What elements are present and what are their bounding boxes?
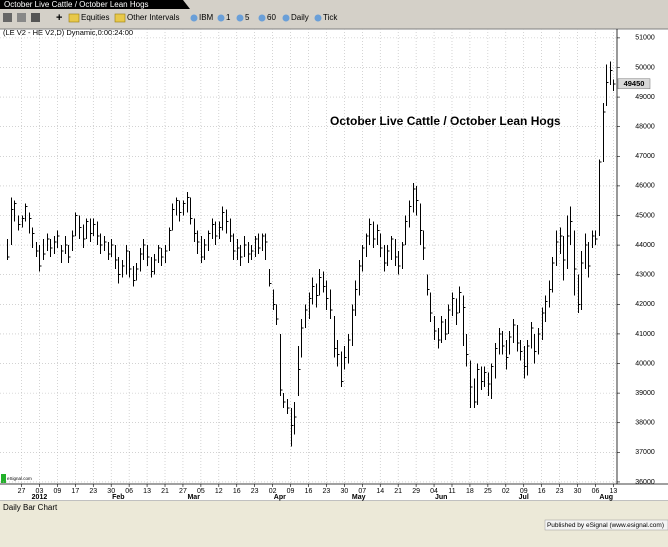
month-label: Jul (519, 494, 529, 501)
y-tick-label: 39000 (635, 390, 655, 397)
x-tick-label: 14 (376, 488, 384, 495)
icon: + (56, 12, 62, 24)
toolbar-item[interactable]: 1 (226, 13, 231, 22)
y-tick-label: 49000 (635, 94, 655, 101)
x-tick-label: 13 (143, 488, 151, 495)
icon (17, 13, 26, 22)
folder-icon (68, 13, 80, 23)
x-tick-label: 09 (53, 488, 61, 495)
y-tick-label: 48000 (635, 124, 655, 131)
logo (1, 474, 6, 483)
y-tick-label: 45000 (635, 212, 655, 219)
toolbar-item[interactable]: 60 (267, 13, 276, 22)
y-tick-label: 44000 (635, 242, 655, 249)
footer-label: Daily Bar Chart (3, 503, 58, 512)
x-tick-label: 09 (520, 488, 528, 495)
x-tick-label: 16 (233, 488, 241, 495)
month-label: Feb (112, 494, 124, 501)
x-tick-label: 30 (574, 488, 582, 495)
icon (258, 14, 266, 22)
x-tick-label: 09 (287, 488, 295, 495)
icon (31, 13, 40, 22)
x-tick-label: 07 (358, 488, 366, 495)
y-tick-label: 43000 (635, 272, 655, 279)
x-tick-label: 23 (251, 488, 259, 495)
x-tick-label: 05 (197, 488, 205, 495)
month-label: 2012 (32, 494, 48, 501)
y-tick-label: 41000 (635, 331, 655, 338)
icon (282, 14, 290, 22)
publisher-box (544, 519, 668, 531)
chart-title: October Live Cattle / October Lean Hogs (330, 114, 561, 128)
x-tick-label: 11 (448, 488, 455, 495)
month-label: May (352, 494, 366, 501)
y-tick-label: 36000 (635, 479, 655, 486)
icon (3, 13, 12, 22)
icon (190, 14, 198, 22)
toolbar-icons: + (3, 12, 322, 24)
plot: 36000 37000 38000 39000 40000 41000 42000 43000… (0, 29, 655, 501)
x-tick-label: 21 (394, 488, 402, 495)
x-tick-label: 06 (125, 488, 133, 495)
y-tick-label: 50000 (635, 64, 655, 71)
month-label: Jun (435, 494, 447, 501)
x-tick-label: 29 (412, 488, 420, 495)
x-tick-label: 23 (556, 488, 564, 495)
toolbar-item[interactable]: IBM (199, 13, 214, 22)
x-tick-label: 13 (610, 488, 618, 495)
x-tick-label: 03 (36, 488, 44, 495)
x-tick-label: 02 (269, 488, 277, 495)
y-tick-label: 38000 (635, 420, 655, 427)
x-tick-label: 12 (215, 488, 223, 495)
x-tick-label: 04 (430, 488, 438, 495)
icon (236, 14, 244, 22)
x-tick-label: 27 (18, 488, 26, 495)
x-tick-label: 16 (538, 488, 546, 495)
y-tick-label: 42000 (635, 301, 655, 308)
y-tick-label: 40000 (635, 360, 655, 367)
x-tick-label: 27 (179, 488, 187, 495)
x-tick-label: 30 (107, 488, 115, 495)
x-tick-label: 23 (89, 488, 97, 495)
x-tick-label: 18 (466, 488, 474, 495)
publisher: Published by eSignal (www.esignal.com) (547, 522, 664, 529)
y-tick-label: 46000 (635, 183, 655, 190)
price-label: 49450 (624, 79, 645, 88)
toolbar-item[interactable]: Equities (81, 13, 109, 22)
x-tick-label: 30 (340, 488, 348, 495)
icon (314, 14, 322, 22)
x-tick-label: 16 (305, 488, 313, 495)
toolbar-item[interactable]: Tick (323, 13, 338, 22)
window-tab (0, 0, 190, 9)
watermark: eSignal.com (7, 476, 32, 481)
toolbar-item[interactable]: Other Intervals (127, 13, 179, 22)
month-label: Aug (599, 494, 613, 501)
x-tick-label: 25 (484, 488, 492, 495)
folder-icon (114, 13, 126, 23)
x-tick-label: 06 (592, 488, 600, 495)
x-tick-label: 02 (502, 488, 510, 495)
x-tick-label: 23 (323, 488, 331, 495)
month-label: Mar (187, 494, 200, 501)
month-label: Apr (274, 494, 286, 501)
price-marker (617, 78, 651, 90)
x-tick-label: 17 (71, 488, 79, 495)
symbol-label: (LE V2 - HE V2,D) Dynamic,0:00:24:00 (3, 28, 133, 37)
y-tick-label: 37000 (635, 449, 655, 456)
toolbar-item[interactable]: 5 (245, 13, 250, 22)
window-tab-title: October Live Cattle / October Lean Hogs (4, 0, 149, 9)
toolbar-item[interactable]: Daily (291, 13, 309, 22)
y-tick-label: 51000 (635, 35, 655, 42)
icon (217, 14, 225, 22)
y-tick-label: 47000 (635, 153, 655, 160)
x-tick-label: 21 (161, 488, 169, 495)
